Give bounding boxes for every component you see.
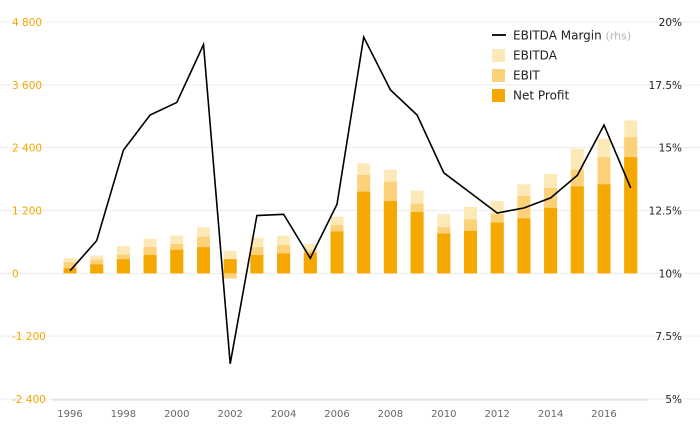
x-tick-label: 2004 [271,409,296,420]
y-right-tick-label: 15% [659,143,682,155]
bar-net-profit [170,249,184,274]
y-left-tick-label: 0 [12,268,19,280]
bar-net-profit [143,255,157,274]
bar-ebit [223,273,237,279]
bar-series [63,120,638,279]
legend-swatch-bar [492,89,505,102]
x-tick-label: 2014 [538,409,563,420]
gridlines [0,21,700,400]
legend-label: Net Profit [513,89,569,103]
bar-net-profit [223,259,237,274]
x-tick-label: 1996 [57,409,82,420]
bar-net-profit [464,230,477,274]
y-right-tick-label: 17.5% [649,80,682,92]
bar-net-profit [383,201,397,274]
x-tick-label: 2016 [591,409,616,420]
legend-swatch-bar [492,49,505,62]
y-left-tick-label: -2 400 [12,394,46,406]
y-left-tick-label: 4 800 [12,17,42,29]
bar-net-profit [544,207,558,274]
legend-label-suffix: (rhs) [606,30,632,43]
bar-net-profit [570,186,584,274]
y-right-tick-label: 12.5% [649,206,682,218]
bar-net-profit [410,212,424,274]
bar-net-profit [303,252,317,274]
y-left-tick-label: 1 200 [12,206,42,218]
legend-label: EBITDA Margin (rhs) [513,29,631,43]
bar-net-profit [90,264,104,274]
y-right-tick-label: 7.5% [655,331,682,343]
ebitda-margin-line [69,34,632,364]
bar-net-profit [517,218,531,274]
x-tick-label: 2010 [431,409,456,420]
bar-net-profit [357,191,371,274]
bar-net-profit [277,253,291,274]
x-tick-label: 2012 [484,409,509,420]
y-left-tick-label: -1 200 [12,331,46,343]
x-tick-label: 2000 [164,409,189,420]
y-right-tick-label: 10% [659,268,682,280]
legend-label: EBITDA [513,49,558,63]
bar-net-profit [624,157,638,274]
x-tick-label: 2002 [217,409,242,420]
bar-net-profit [250,255,264,274]
legend-label: EBIT [513,69,540,83]
bar-net-profit [116,259,130,274]
line-series [69,34,632,364]
bar-net-profit [330,231,344,274]
bar-net-profit [490,222,504,274]
axes: -2 400 -1 200 0 1 200 2 400 3 600 4 800 5% 7.5% 1… [12,17,682,420]
legend-swatch-bar [492,69,505,82]
bar-net-profit [197,247,210,274]
x-tick-label: 2008 [378,409,403,420]
bar-net-profit [597,184,611,274]
bar-net-profit [437,233,451,274]
x-tick-label: 2006 [324,409,349,420]
y-left-tick-label: 2 400 [12,143,42,155]
y-left-tick-label: 3 600 [12,80,42,92]
y-right-tick-label: 5% [665,394,682,406]
y-right-tick-label: 20% [659,17,682,29]
legend: EBITDA Margin (rhs) EBITDA EBIT Net Profit [492,29,631,103]
x-tick-label: 1998 [111,409,136,420]
bar-ebit [63,262,77,274]
